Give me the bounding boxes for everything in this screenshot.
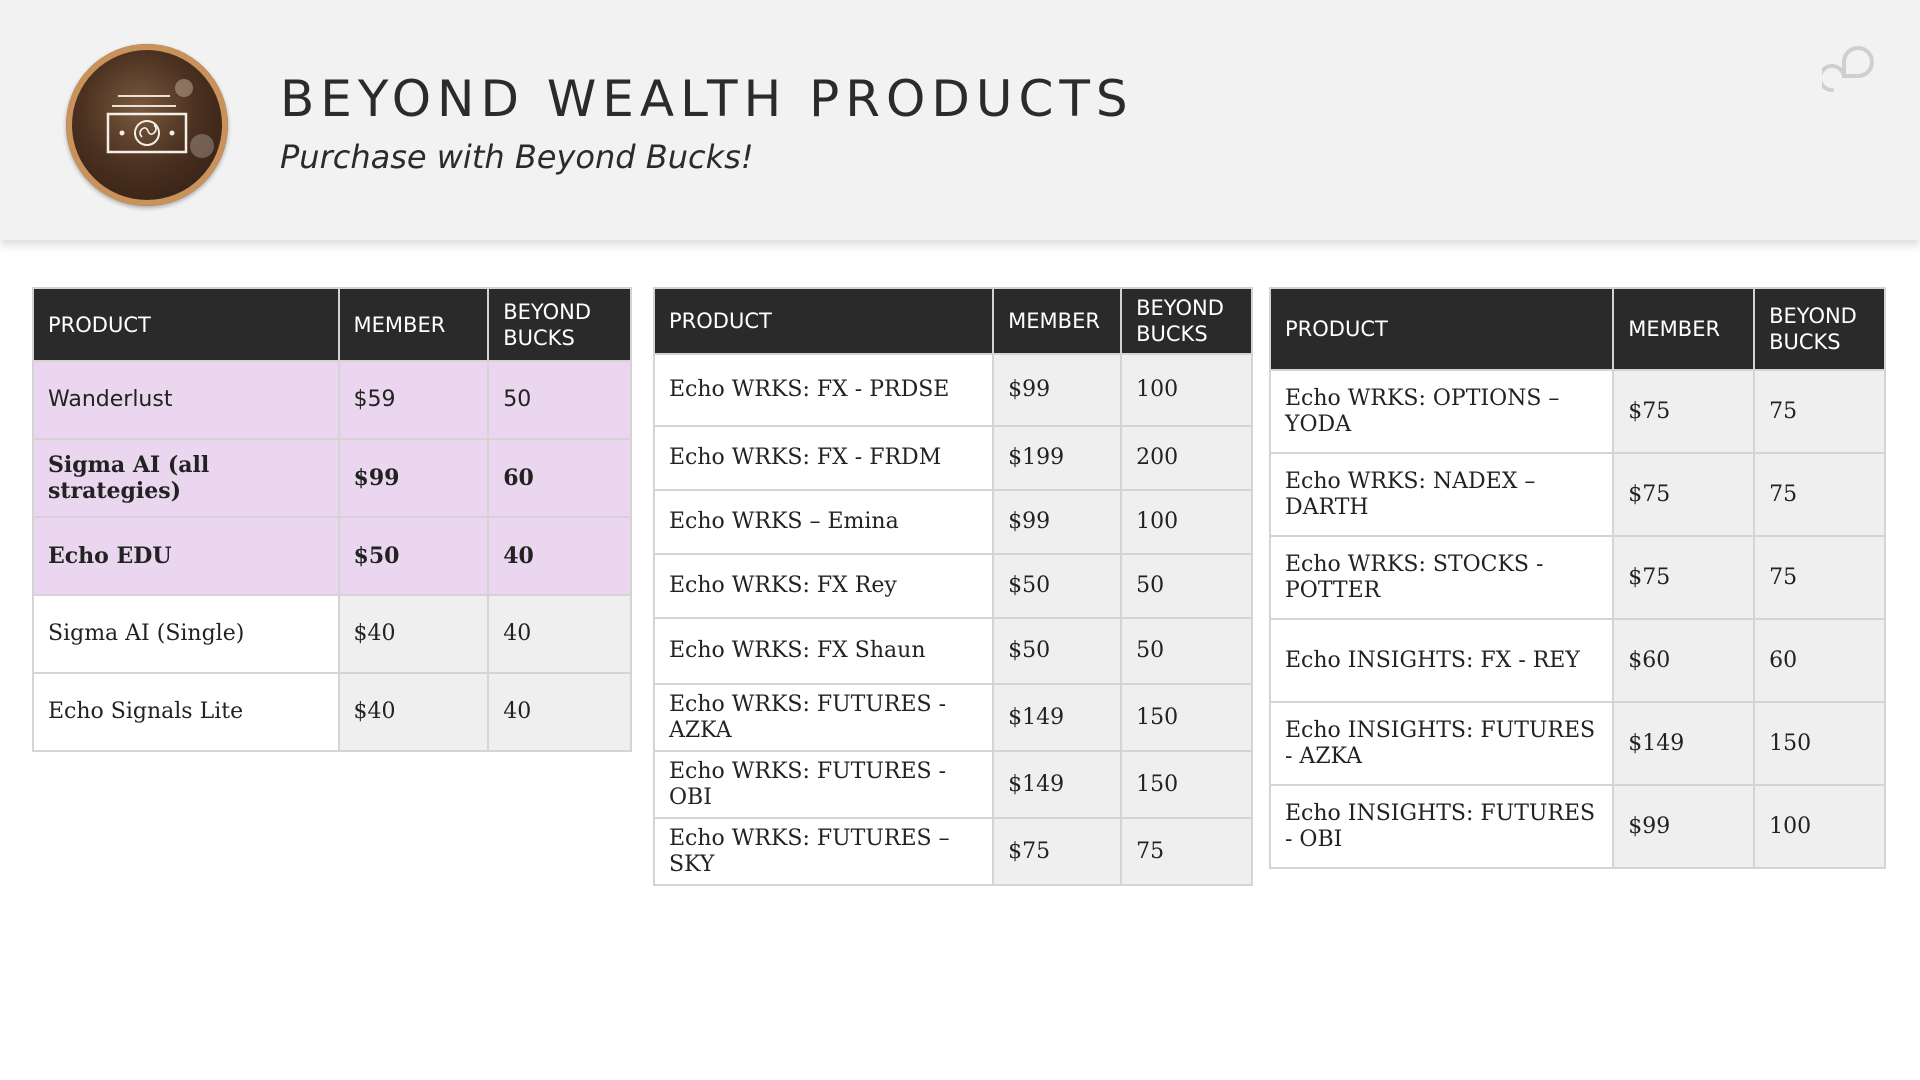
product-cell: Echo WRKS: NADEX – DARTH	[1270, 452, 1615, 536]
table-row: Echo WRKS: FX Rey $50 50	[654, 553, 1252, 618]
beyond-bucks-cell: 60	[1754, 618, 1885, 702]
member-price-cell: $59	[338, 360, 490, 439]
member-price-cell: $99	[993, 353, 1123, 426]
table-row: Sigma AI (Single) $40 40	[33, 594, 631, 673]
beyond-bucks-cell: 40	[488, 672, 631, 751]
member-price-cell: $40	[338, 672, 490, 751]
product-cell: Echo INSIGHTS: FUTURES - AZKA	[1270, 701, 1615, 785]
table-row: Echo WRKS: FX Shaun $50 50	[654, 617, 1252, 684]
products-table-3: PRODUCT MEMBER BEYOND BUCKS Echo WRKS: O…	[1269, 287, 1886, 869]
beyond-bucks-cell: 40	[488, 594, 631, 673]
header-banner: BEYOND WEALTH PRODUCTS Purchase with Bey…	[0, 0, 1920, 240]
product-cell: Echo WRKS: FX Rey	[654, 553, 995, 618]
product-cell: Echo WRKS: FUTURES – SKY	[654, 817, 995, 885]
beyond-bucks-cell: 100	[1121, 489, 1252, 554]
member-price-cell: $50	[993, 617, 1123, 684]
beyond-bucks-cell: 50	[1121, 553, 1252, 618]
beyond-bucks-cell: 50	[1121, 617, 1252, 684]
product-cell: Echo WRKS: OPTIONS – YODA	[1270, 369, 1615, 453]
table-row: Echo WRKS: FUTURES - OBI $149 150	[654, 750, 1252, 818]
member-price-cell: $149	[993, 683, 1123, 751]
product-cell: Echo INSIGHTS: FUTURES - OBI	[1270, 784, 1615, 868]
product-cell: Echo WRKS – Emina	[654, 489, 995, 554]
beyond-bucks-cell: 60	[488, 438, 631, 517]
header-beyond-bucks: BEYOND BUCKS	[488, 288, 631, 361]
beyond-bucks-cell: 50	[488, 360, 631, 439]
header-product: PRODUCT	[33, 288, 340, 361]
beyond-bucks-cell: 200	[1121, 425, 1252, 490]
member-price-cell: $99	[338, 438, 490, 517]
table-row: Echo WRKS: FUTURES - AZKA $149 150	[654, 683, 1252, 751]
beyond-bucks-cell: 150	[1121, 750, 1252, 818]
beyond-bucks-cell: 75	[1754, 369, 1885, 453]
table-header-row: PRODUCT MEMBER BEYOND BUCKS	[33, 288, 631, 361]
table-header-row: PRODUCT MEMBER BEYOND BUCKS	[654, 288, 1252, 354]
beyond-bucks-cell: 75	[1121, 817, 1252, 885]
products-table-1: PRODUCT MEMBER BEYOND BUCKS Wanderlust $…	[32, 287, 632, 752]
member-price-cell: $60	[1613, 618, 1756, 702]
member-price-cell: $99	[993, 489, 1123, 554]
member-price-cell: $50	[993, 553, 1123, 618]
member-price-cell: $75	[1613, 452, 1756, 536]
page-subtitle: Purchase with Beyond Bucks!	[280, 138, 754, 176]
product-cell: Echo WRKS: FUTURES - OBI	[654, 750, 995, 818]
money-bill-icon	[66, 44, 228, 206]
product-cell: Echo WRKS: FX Shaun	[654, 617, 995, 684]
beyond-bucks-cell: 100	[1754, 784, 1885, 868]
member-price-cell: $50	[338, 516, 490, 595]
header-beyond-bucks: BEYOND BUCKS	[1121, 288, 1252, 354]
table-row: Echo WRKS – Emina $99 100	[654, 489, 1252, 554]
beyond-bucks-cell: 75	[1754, 452, 1885, 536]
beyond-bucks-cell: 100	[1121, 353, 1252, 426]
table-row: Sigma AI (all strategies) $99 60	[33, 438, 631, 517]
product-cell: Echo WRKS: STOCKS - POTTER	[1270, 535, 1615, 619]
table-row: Echo WRKS: STOCKS - POTTER $75 75	[1270, 535, 1885, 619]
beyond-bucks-cell: 40	[488, 516, 631, 595]
header-member: MEMBER	[338, 288, 490, 361]
member-price-cell: $149	[1613, 701, 1756, 785]
products-table-2: PRODUCT MEMBER BEYOND BUCKS Echo WRKS: F…	[653, 287, 1253, 886]
table-row: Echo WRKS: NADEX – DARTH $75 75	[1270, 452, 1885, 536]
member-price-cell: $75	[993, 817, 1123, 885]
member-price-cell: $75	[1613, 369, 1756, 453]
beyond-logo-icon	[1818, 40, 1892, 105]
table-row: Wanderlust $59 50	[33, 360, 631, 439]
table-row: Echo INSIGHTS: FX - REY $60 60	[1270, 618, 1885, 702]
beyond-bucks-cell: 150	[1121, 683, 1252, 751]
member-price-cell: $199	[993, 425, 1123, 490]
product-cell: Echo WRKS: FUTURES - AZKA	[654, 683, 995, 751]
header-product: PRODUCT	[654, 288, 995, 354]
product-cell: Echo Signals Lite	[33, 672, 340, 751]
page-title: BEYOND WEALTH PRODUCTS	[280, 70, 1134, 128]
table-row: Echo WRKS: FX - FRDM $199 200	[654, 425, 1252, 490]
product-cell: Sigma AI (all strategies)	[33, 438, 340, 517]
product-cell: Sigma AI (Single)	[33, 594, 340, 673]
table-row: Echo INSIGHTS: FUTURES - AZKA $149 150	[1270, 701, 1885, 785]
member-price-cell: $99	[1613, 784, 1756, 868]
table-row: Echo EDU $50 40	[33, 516, 631, 595]
product-cell: Echo EDU	[33, 516, 340, 595]
table-row: Echo Signals Lite $40 40	[33, 672, 631, 751]
header-member: MEMBER	[1613, 288, 1756, 370]
table-row: Echo WRKS: FUTURES – SKY $75 75	[654, 817, 1252, 885]
product-cell: Echo INSIGHTS: FX - REY	[1270, 618, 1615, 702]
member-price-cell: $149	[993, 750, 1123, 818]
product-cell: Echo WRKS: FX - FRDM	[654, 425, 995, 490]
product-cell: Wanderlust	[33, 360, 340, 439]
beyond-bucks-cell: 150	[1754, 701, 1885, 785]
header-member: MEMBER	[993, 288, 1123, 354]
header-beyond-bucks: BEYOND BUCKS	[1754, 288, 1885, 370]
product-cell: Echo WRKS: FX - PRDSE	[654, 353, 995, 426]
table-row: Echo WRKS: FX - PRDSE $99 100	[654, 353, 1252, 426]
table-header-row: PRODUCT MEMBER BEYOND BUCKS	[1270, 288, 1885, 370]
member-price-cell: $75	[1613, 535, 1756, 619]
beyond-bucks-cell: 75	[1754, 535, 1885, 619]
header-product: PRODUCT	[1270, 288, 1615, 370]
member-price-cell: $40	[338, 594, 490, 673]
table-row: Echo WRKS: OPTIONS – YODA $75 75	[1270, 369, 1885, 453]
table-row: Echo INSIGHTS: FUTURES - OBI $99 100	[1270, 784, 1885, 868]
